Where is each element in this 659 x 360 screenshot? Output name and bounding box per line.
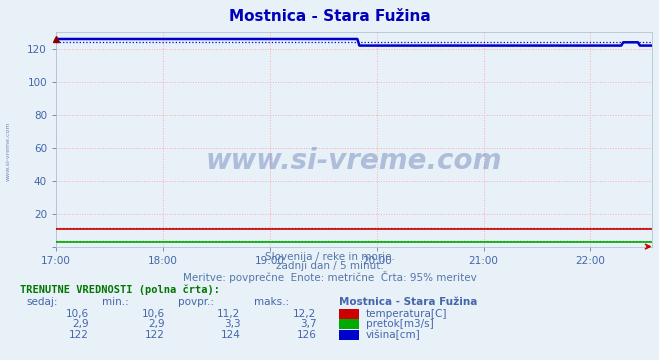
Text: 10,6: 10,6	[66, 309, 89, 319]
Text: Mostnica - Stara Fužina: Mostnica - Stara Fužina	[339, 297, 478, 307]
Text: sedaj:: sedaj:	[26, 297, 58, 307]
Text: pretok[m3/s]: pretok[m3/s]	[366, 319, 434, 329]
Text: TRENUTNE VREDNOSTI (polna črta):: TRENUTNE VREDNOSTI (polna črta):	[20, 284, 219, 295]
Text: 2,9: 2,9	[72, 319, 89, 329]
Text: temperatura[C]: temperatura[C]	[366, 309, 447, 319]
Text: višina[cm]: višina[cm]	[366, 330, 420, 341]
Text: Slovenija / reke in morje.: Slovenija / reke in morje.	[264, 252, 395, 262]
Text: 122: 122	[145, 330, 165, 340]
Text: 11,2: 11,2	[217, 309, 241, 319]
Text: 122: 122	[69, 330, 89, 340]
Text: 12,2: 12,2	[293, 309, 316, 319]
Text: www.si-vreme.com: www.si-vreme.com	[6, 121, 11, 181]
Text: 124: 124	[221, 330, 241, 340]
Text: min.:: min.:	[102, 297, 129, 307]
Text: 3,3: 3,3	[224, 319, 241, 329]
Text: 10,6: 10,6	[142, 309, 165, 319]
Text: Mostnica - Stara Fužina: Mostnica - Stara Fužina	[229, 9, 430, 24]
Text: Meritve: povprečne  Enote: metrične  Črta: 95% meritev: Meritve: povprečne Enote: metrične Črta:…	[183, 271, 476, 283]
Text: 3,7: 3,7	[300, 319, 316, 329]
Text: maks.:: maks.:	[254, 297, 289, 307]
Text: 126: 126	[297, 330, 316, 340]
Text: zadnji dan / 5 minut.: zadnji dan / 5 minut.	[275, 261, 384, 271]
Text: 2,9: 2,9	[148, 319, 165, 329]
Text: www.si-vreme.com: www.si-vreme.com	[206, 147, 502, 175]
Text: povpr.:: povpr.:	[178, 297, 214, 307]
